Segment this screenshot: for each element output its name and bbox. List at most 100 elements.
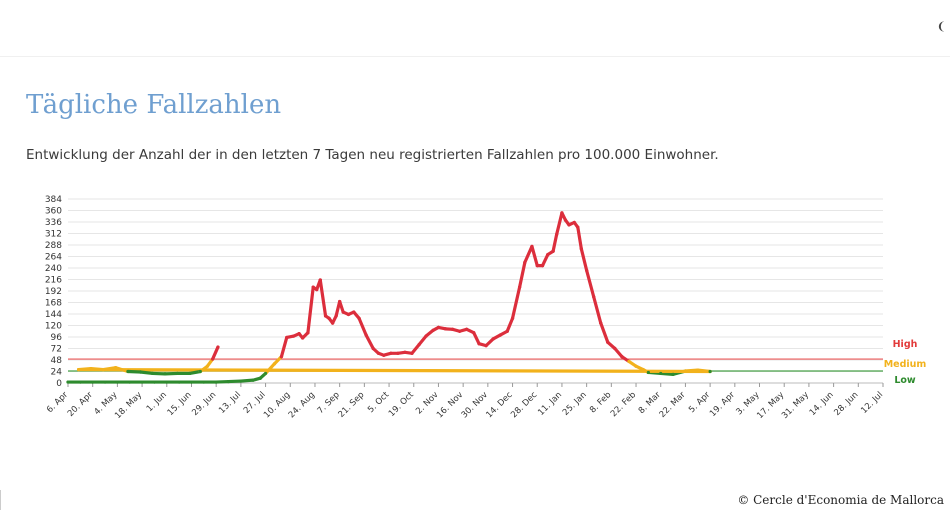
data-line-segment	[211, 345, 220, 361]
data-point	[327, 316, 331, 320]
data-point	[530, 244, 534, 249]
data-point	[188, 371, 192, 376]
data-line-segment	[484, 337, 495, 348]
data-point	[175, 371, 179, 376]
data-line-segment	[76, 367, 712, 374]
data-point	[151, 371, 155, 376]
x-tick-label: 14. Jun	[808, 390, 836, 418]
data-point	[292, 334, 296, 338]
data-line-segment	[318, 278, 328, 318]
data-line-segment	[472, 331, 481, 346]
data-point	[177, 380, 181, 384]
x-tick-label: 12. Jul	[859, 390, 885, 416]
y-tick-label: 120	[45, 322, 62, 332]
data-point	[297, 332, 301, 336]
data-line-segment	[592, 295, 603, 325]
x-tick-label: 28. Dec	[509, 390, 539, 420]
data-point	[318, 278, 322, 282]
data-point	[627, 359, 631, 364]
data-point	[585, 268, 589, 272]
x-tick-label: 24. Aug	[287, 390, 317, 420]
data-point	[364, 333, 368, 337]
data-point	[535, 264, 539, 268]
copyright-credit: © Cercle d'Economia de Mallorca	[737, 493, 944, 507]
data-line-segment	[579, 247, 589, 272]
x-tick-label: 28. Jun	[832, 390, 860, 418]
data-point	[567, 223, 571, 227]
y-tick-label: 24	[51, 368, 63, 378]
data-point	[477, 342, 481, 346]
x-tick-label: 21. Sep	[337, 390, 367, 420]
data-point	[115, 380, 119, 384]
x-tick-label: 25. Jan	[561, 390, 589, 418]
x-tick-label: 29. Jun	[190, 390, 218, 418]
data-point	[443, 327, 448, 331]
data-point	[101, 367, 105, 372]
threshold-label-low: Low	[894, 375, 916, 386]
data-point	[338, 299, 342, 304]
data-point	[140, 380, 144, 384]
x-tick-label: 18. May	[113, 390, 144, 421]
data-point	[239, 379, 243, 383]
data-point	[646, 370, 650, 375]
data-line-segment	[272, 355, 284, 366]
data-point	[683, 369, 688, 373]
data-point	[572, 220, 576, 225]
data-point	[417, 343, 421, 347]
data-point	[285, 335, 289, 340]
data-point	[389, 351, 393, 355]
data-point	[523, 260, 527, 264]
data-point	[315, 287, 319, 292]
y-tick-label: 144	[45, 310, 62, 320]
cases-line-chart: 0244872961201441681922162402642883123363…	[45, 195, 927, 421]
data-point	[352, 310, 356, 314]
data-point	[114, 366, 118, 370]
data-line-segment	[101, 366, 118, 372]
data-point	[258, 376, 262, 380]
y-tick-label: 336	[45, 218, 62, 228]
data-line-segment	[540, 252, 550, 268]
data-point	[323, 314, 328, 318]
data-point	[371, 346, 375, 351]
y-tick-label: 216	[45, 276, 62, 286]
data-point	[498, 333, 502, 337]
data-point	[382, 353, 386, 357]
x-tick-label: 16. Nov	[435, 390, 465, 420]
data-point	[263, 371, 268, 376]
data-point	[66, 380, 70, 384]
y-tick-label: 384	[45, 195, 62, 205]
data-point	[346, 312, 351, 317]
top-bar: ❨	[0, 0, 950, 57]
data-point	[341, 310, 345, 314]
data-line-segment	[76, 367, 93, 372]
data-line-segment	[510, 285, 522, 320]
data-point	[357, 316, 361, 320]
data-line-segment	[410, 343, 421, 355]
x-tick-label: 10. Aug	[262, 390, 292, 420]
data-line-segment	[188, 369, 202, 376]
data-point	[396, 351, 400, 355]
y-tick-label: 72	[51, 345, 62, 355]
data-point	[126, 369, 130, 374]
data-point	[555, 232, 559, 237]
data-point	[138, 370, 142, 374]
data-point	[560, 211, 564, 215]
x-tick-label: 30. Nov	[460, 390, 490, 420]
data-point	[376, 351, 381, 355]
data-point	[128, 380, 132, 384]
data-point	[331, 321, 335, 325]
data-point	[251, 378, 255, 382]
data-line-segment	[530, 244, 539, 268]
data-line-segment	[114, 366, 130, 374]
data-point	[216, 345, 220, 349]
y-tick-label: 168	[45, 299, 62, 309]
data-point	[205, 364, 209, 368]
data-line-segment	[364, 333, 375, 351]
data-point	[579, 247, 583, 251]
data-line-segment	[585, 268, 596, 299]
data-point	[671, 372, 675, 376]
data-point	[76, 367, 81, 372]
x-tick-label: 15. Jun	[166, 390, 194, 418]
data-point	[306, 331, 310, 335]
data-line-segment	[576, 225, 583, 251]
